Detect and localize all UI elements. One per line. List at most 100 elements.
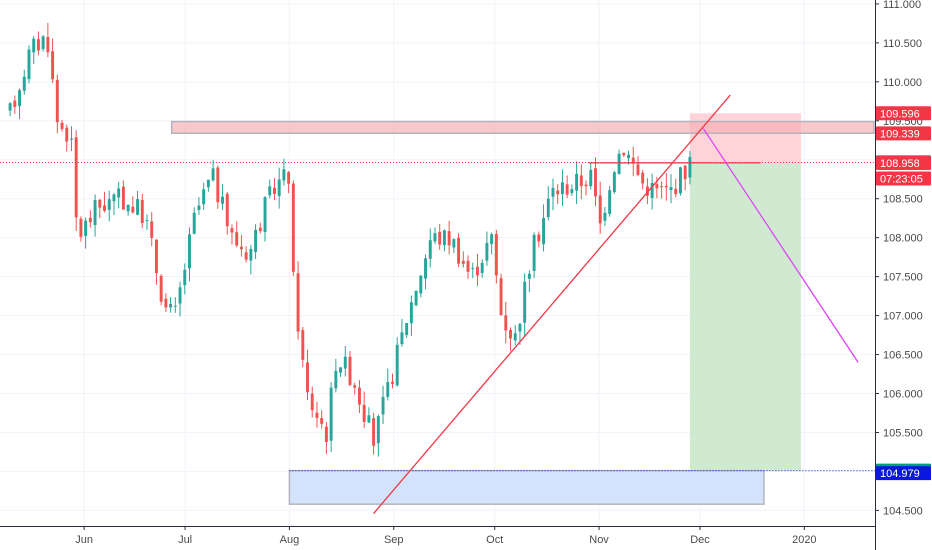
candle-body	[594, 168, 597, 197]
candle-body	[527, 273, 531, 279]
candle-body	[211, 168, 215, 181]
candle-body	[131, 206, 135, 213]
candle-body	[55, 79, 59, 123]
candle-body	[254, 229, 258, 252]
candle-body	[277, 179, 281, 197]
candle-body	[183, 269, 187, 286]
time-tick-label: Jun	[75, 534, 93, 546]
candle-body	[376, 416, 380, 444]
projection-line	[702, 128, 859, 363]
candle-body	[688, 156, 692, 178]
candle-body	[315, 412, 319, 418]
candle-body	[466, 260, 470, 272]
candle-body	[372, 418, 376, 446]
candle-body	[178, 287, 182, 304]
candle-body	[669, 187, 673, 191]
candle-body	[353, 385, 357, 388]
candle-body	[216, 167, 220, 203]
candle-body	[150, 221, 154, 238]
candle-body	[575, 173, 579, 191]
candle-body	[18, 90, 22, 107]
candle-body	[447, 231, 451, 246]
candle-body	[225, 193, 229, 227]
candle-body	[329, 387, 333, 441]
candle-body	[395, 344, 399, 386]
price-tags: 109.596109.339108.964108.95807:23:05105.…	[876, 106, 931, 481]
take-profit-zone	[689, 163, 801, 471]
candle-body	[230, 228, 234, 233]
candle-body	[476, 266, 479, 276]
candle-body	[169, 303, 173, 308]
candle-body	[320, 418, 324, 424]
candle-body	[678, 167, 682, 194]
stop-loss-zone	[689, 113, 801, 164]
candle-body	[546, 198, 550, 218]
candle-body	[645, 186, 649, 196]
price-tag-badge	[876, 171, 931, 186]
candle-body	[46, 36, 50, 53]
candle-body	[244, 252, 248, 260]
ascending-trendline	[373, 94, 731, 514]
candle-body	[287, 172, 291, 184]
price-tick-label: 108.000	[883, 233, 923, 245]
candle-body	[282, 169, 286, 181]
time-axis-background	[0, 526, 875, 550]
price-tick-label: 105.500	[883, 427, 923, 439]
candle-body	[159, 275, 163, 302]
price-tag-badge	[876, 156, 931, 171]
candle-body	[560, 182, 564, 195]
candle-body	[206, 179, 210, 188]
candle-body	[74, 137, 78, 218]
candle-body	[27, 49, 31, 80]
price-tag-badge	[876, 106, 931, 121]
candle-body	[405, 323, 409, 335]
candle-body	[145, 220, 149, 222]
candle-body	[188, 234, 191, 269]
candle-body	[480, 262, 484, 273]
candle-body	[589, 169, 593, 187]
candle-body	[424, 258, 427, 279]
candle-body	[235, 232, 239, 246]
candle-body	[173, 305, 177, 307]
candle-body	[452, 239, 456, 248]
candle-body	[296, 273, 300, 332]
price-tag-label: 07:23:05	[880, 173, 923, 185]
drawing-zones	[170, 113, 875, 505]
candle-body	[221, 196, 224, 204]
time-tick-label: Sep	[384, 534, 404, 546]
candle-body	[306, 362, 309, 393]
candle-body	[88, 217, 92, 223]
candle-body	[367, 415, 371, 423]
candle-body	[513, 333, 517, 341]
candle-body	[357, 387, 361, 405]
candle-body	[518, 323, 522, 332]
candle-body	[641, 172, 645, 184]
candle-body	[258, 227, 262, 232]
candle-body	[391, 381, 394, 384]
candle-body	[660, 186, 664, 188]
drawing-lines	[0, 94, 875, 514]
resistance-zone	[170, 120, 875, 135]
candle-body	[650, 182, 654, 198]
candle-body	[301, 330, 305, 360]
candle-body	[154, 239, 158, 274]
price-tick-label: 111.000	[883, 0, 921, 11]
candle-body	[532, 234, 536, 271]
candle-body	[84, 220, 88, 236]
grid-lines	[0, 0, 875, 526]
candle-body	[197, 205, 201, 211]
candle-body	[310, 393, 314, 411]
candle-body	[381, 396, 385, 415]
candle-body	[664, 185, 668, 188]
support-zone	[288, 469, 765, 505]
candle-body	[291, 183, 295, 272]
candle-body	[674, 188, 678, 195]
candle-body	[273, 187, 276, 195]
time-tick-label: Aug	[280, 534, 300, 546]
candle-body	[339, 367, 343, 373]
candle-body	[622, 152, 626, 156]
candle-body	[140, 199, 144, 223]
candle-body	[324, 426, 328, 442]
